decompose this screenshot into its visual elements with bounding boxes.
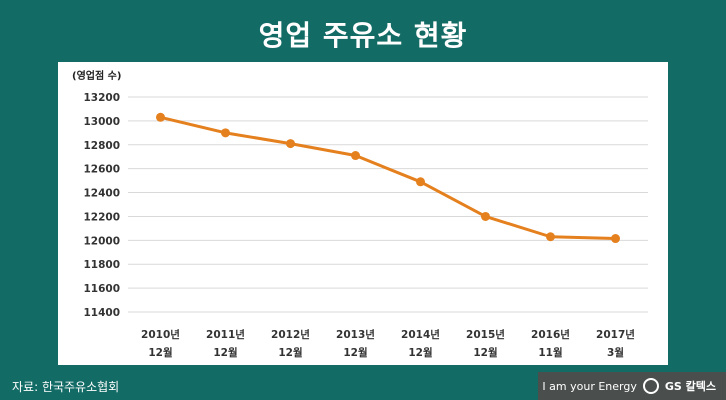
y-tick-label: 13200 xyxy=(83,92,120,104)
x-tick-label: 2015년 xyxy=(466,328,505,341)
x-tick-label: 2010년 xyxy=(141,328,180,341)
data-point xyxy=(416,177,425,187)
x-tick-label: 12월 xyxy=(278,346,302,359)
x-tick-label: 2013년 xyxy=(336,328,375,341)
brand-logo-text: GS 칼텍스 xyxy=(664,380,716,393)
series-line xyxy=(160,115,616,241)
y-axis-label: (영업점 수) xyxy=(72,69,121,82)
data-point xyxy=(546,232,555,242)
data-point xyxy=(221,128,230,138)
x-tick-label: 12월 xyxy=(343,346,367,359)
y-tick-label: 12000 xyxy=(83,235,120,247)
x-tick-label: 2012년 xyxy=(271,328,310,341)
x-tick-label: 2011년 xyxy=(206,328,245,341)
y-tick-label: 13000 xyxy=(83,116,120,128)
data-point xyxy=(286,139,295,149)
data-point xyxy=(481,211,490,221)
x-tick-label: 2014년 xyxy=(401,328,440,341)
y-tick-label: 12400 xyxy=(83,188,120,200)
x-tick-label: 12월 xyxy=(408,346,432,359)
x-tick-label: 3월 xyxy=(607,346,624,359)
data-point xyxy=(351,151,360,161)
chart-panel: (영업점 수) 11400 11600 11800 12000 12200 12400 126… xyxy=(58,62,668,365)
x-tick-label: 2016년 xyxy=(531,328,570,341)
brand-tagline: I am your Energy xyxy=(542,379,637,393)
source-note: 자료: 한국주유소협회 xyxy=(12,380,120,394)
brand-bar: I am your Energy GS 칼텍스 xyxy=(538,372,726,400)
y-tick-label: 11800 xyxy=(83,259,120,271)
data-point xyxy=(611,234,620,244)
x-tick-label: 2017년 xyxy=(596,328,635,341)
y-tick-label: 12200 xyxy=(83,211,120,223)
y-tick-label: 12600 xyxy=(83,164,120,176)
line-chart: (영업점 수) 11400 11600 11800 12000 12200 12400 126… xyxy=(72,69,648,359)
y-tick-label: 12800 xyxy=(83,140,120,152)
y-tick-label: 11400 xyxy=(83,307,120,319)
gs-logo-icon xyxy=(642,378,659,394)
chart-title: 영업 주유소 현황 xyxy=(258,19,468,52)
y-tick-label: 11600 xyxy=(83,283,120,295)
x-tick-label: 11월 xyxy=(538,346,562,359)
x-tick-label: 12월 xyxy=(213,346,237,359)
data-point xyxy=(156,112,165,122)
x-tick-label: 12월 xyxy=(473,346,497,359)
x-tick-label: 12월 xyxy=(148,346,172,359)
